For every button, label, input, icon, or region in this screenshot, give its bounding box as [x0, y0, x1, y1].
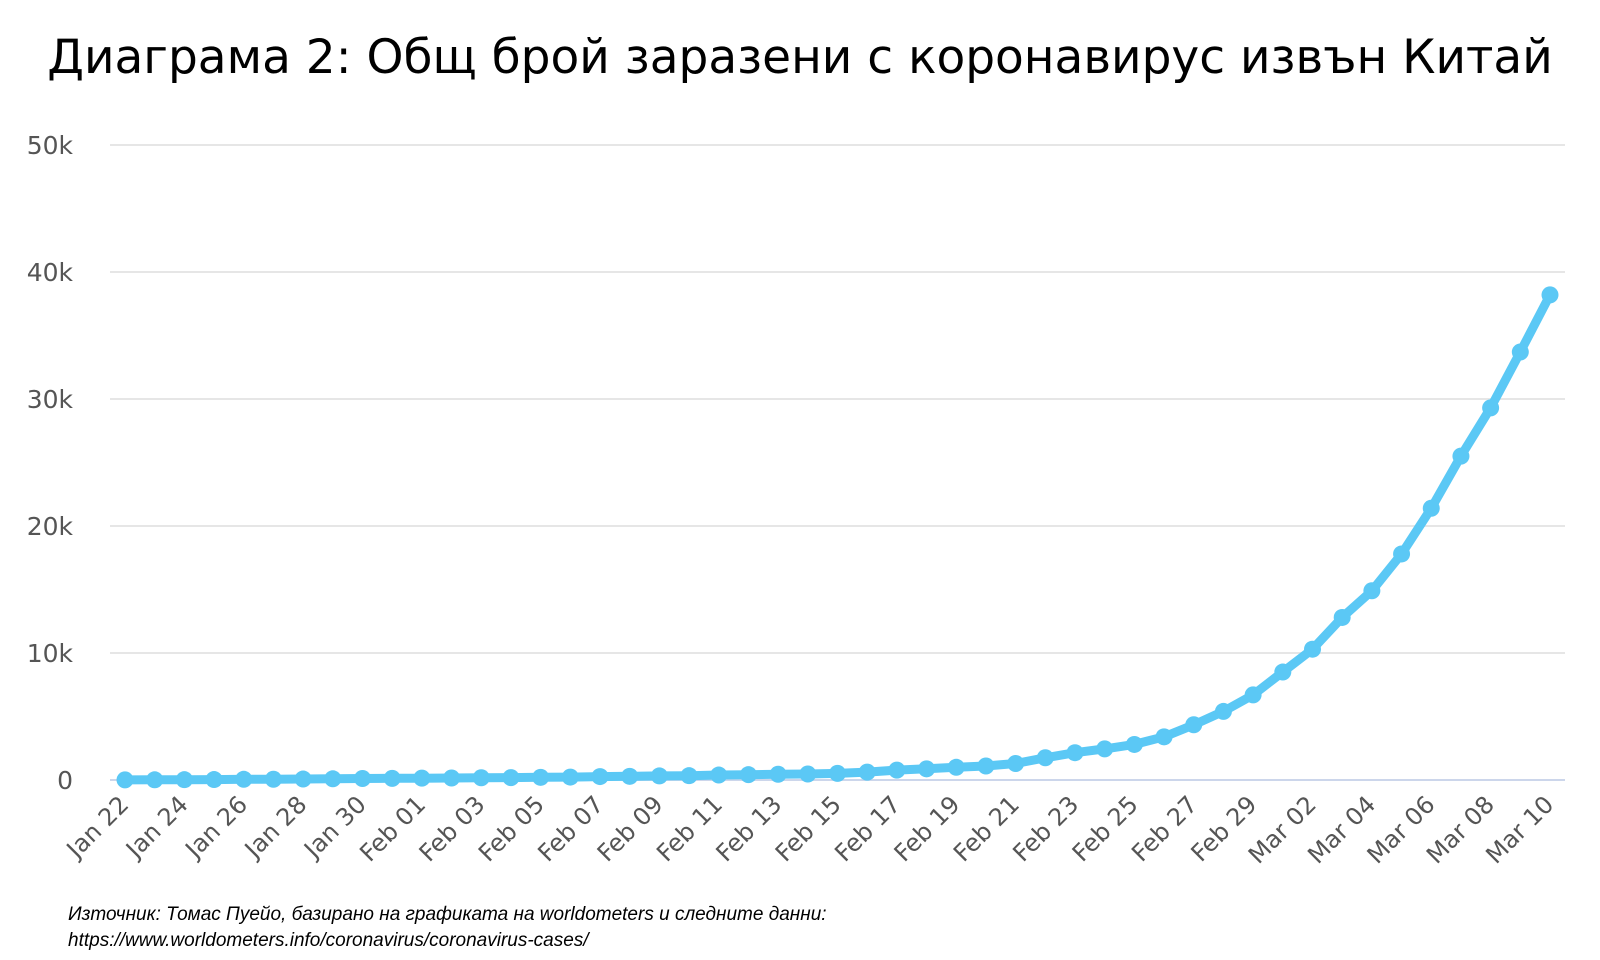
data-point	[1066, 744, 1084, 762]
data-point	[502, 769, 520, 787]
y-tick-label: 0	[57, 766, 73, 795]
data-point	[621, 767, 639, 785]
y-tick-label: 30k	[27, 385, 74, 414]
data-point	[1333, 608, 1351, 626]
data-point	[1452, 447, 1470, 465]
x-tick-label: Feb 17	[829, 790, 906, 867]
data-point	[205, 771, 223, 789]
data-points	[116, 286, 1559, 789]
data-point	[1304, 640, 1321, 658]
data-point	[977, 757, 995, 775]
x-tick-label: Feb 07	[532, 790, 609, 867]
x-tick-label: Jan 22	[60, 790, 134, 864]
source-url: https://www.worldometers.info/coronaviru…	[68, 930, 589, 951]
data-point	[829, 764, 846, 782]
gridlines	[110, 144, 1565, 781]
y-tick-label: 20k	[27, 512, 74, 541]
data-point	[561, 768, 579, 786]
data-point	[1125, 735, 1143, 753]
data-point	[383, 769, 401, 787]
x-tick-label: Feb 21	[948, 790, 1025, 867]
data-point	[1511, 343, 1529, 361]
data-point	[947, 758, 965, 776]
data-point	[591, 768, 609, 786]
x-tick-label: Feb 09	[592, 790, 669, 867]
data-point	[918, 760, 936, 778]
data-point	[1363, 582, 1381, 600]
data-point	[739, 766, 757, 784]
data-point	[1096, 740, 1114, 758]
x-tick-label: Mar 10	[1480, 790, 1559, 869]
data-point	[294, 770, 312, 788]
data-point	[858, 763, 876, 781]
x-tick-label: Feb 27	[1126, 790, 1203, 867]
data-point	[650, 767, 668, 785]
chart-title: Диаграма 2: Общ брой заразени с коронави…	[47, 30, 1553, 85]
data-point	[1244, 686, 1262, 704]
x-tick-label: Feb 23	[1007, 790, 1084, 867]
data-point	[710, 766, 728, 784]
y-tick-label: 40k	[27, 258, 74, 287]
x-tick-label: Jan 26	[179, 790, 253, 864]
x-tick-label: Jan 28	[238, 790, 312, 864]
data-point	[1393, 545, 1411, 563]
x-tick-label: Feb 03	[414, 790, 491, 867]
data-point	[1274, 663, 1292, 681]
data-point	[532, 768, 550, 786]
series-line	[120, 290, 1555, 785]
data-point	[1482, 399, 1500, 417]
data-point	[443, 769, 461, 787]
source-line-1: Източник: Томас Пуейо, базирано на графи…	[68, 904, 827, 925]
data-point	[799, 765, 817, 783]
y-axis-ticks: 0 10k 20k 30k 40k 50k	[27, 131, 74, 795]
x-tick-label: Feb 11	[651, 790, 728, 867]
data-point	[1214, 702, 1232, 720]
data-point	[175, 771, 193, 789]
data-point	[1007, 754, 1025, 772]
x-tick-label: Jan 24	[119, 790, 193, 864]
data-point	[116, 771, 134, 789]
source-note: Източник: Томас Пуейо, базирано на графи…	[68, 902, 827, 954]
x-tick-label: Feb 19	[889, 790, 966, 867]
data-point	[413, 769, 431, 787]
x-tick-label: Feb 13	[711, 790, 788, 867]
data-point	[888, 761, 906, 779]
data-point	[146, 771, 164, 789]
y-tick-label: 10k	[27, 639, 74, 668]
data-point	[1541, 286, 1559, 304]
data-point	[1185, 716, 1203, 734]
data-point	[1155, 728, 1173, 746]
x-tick-label: Feb 05	[473, 790, 550, 867]
data-point	[354, 770, 371, 788]
data-point	[235, 770, 253, 788]
x-tick-label: Feb 25	[1067, 790, 1144, 867]
data-point	[769, 765, 787, 783]
data-point	[680, 767, 698, 785]
x-tick-label: Feb 01	[354, 790, 431, 867]
data-point	[1036, 749, 1054, 767]
data-point	[472, 769, 490, 787]
data-point	[324, 770, 342, 788]
data-point	[264, 770, 282, 788]
x-tick-label: Feb 15	[770, 790, 847, 867]
series-line-path	[120, 290, 1555, 785]
y-tick-label: 50k	[27, 131, 74, 160]
data-point	[1422, 499, 1440, 517]
